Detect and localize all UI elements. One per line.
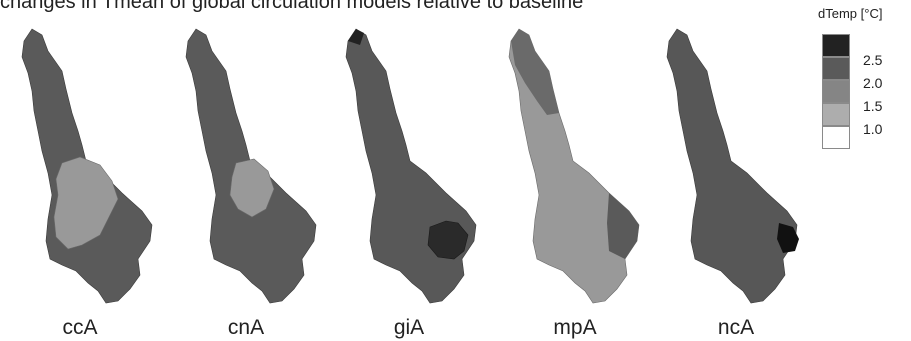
- map-ncA: [666, 28, 799, 304]
- map-label-ccA: ccA: [62, 316, 98, 339]
- legend-tick-2-0: 2.0: [863, 75, 883, 91]
- legend-swatch-4: [822, 103, 850, 126]
- legend-title: dTemp [°C]: [818, 6, 883, 21]
- legend-swatch-2: [822, 57, 850, 80]
- map-mpA: [508, 28, 640, 304]
- legend-tick-2-5: 2.5: [863, 52, 883, 68]
- map-label-cnA: cnA: [227, 316, 265, 339]
- legend-tick-1-5: 1.5: [863, 98, 883, 114]
- legend-tick-1-0: 1.0: [863, 121, 883, 137]
- legend-swatch-3: [822, 80, 850, 103]
- map-giA: [345, 28, 477, 304]
- map-ccA: [21, 28, 153, 304]
- legend-swatch-1: [822, 34, 850, 57]
- map-cnA: [185, 28, 317, 304]
- map-label-ncA: ncA: [717, 316, 755, 339]
- map-label-mpA: mpA: [553, 316, 597, 339]
- map-label-giA: giA: [393, 316, 425, 339]
- legend-swatch-5: [822, 126, 850, 149]
- figure-title: changes in Tmean of global circulation m…: [0, 0, 584, 13]
